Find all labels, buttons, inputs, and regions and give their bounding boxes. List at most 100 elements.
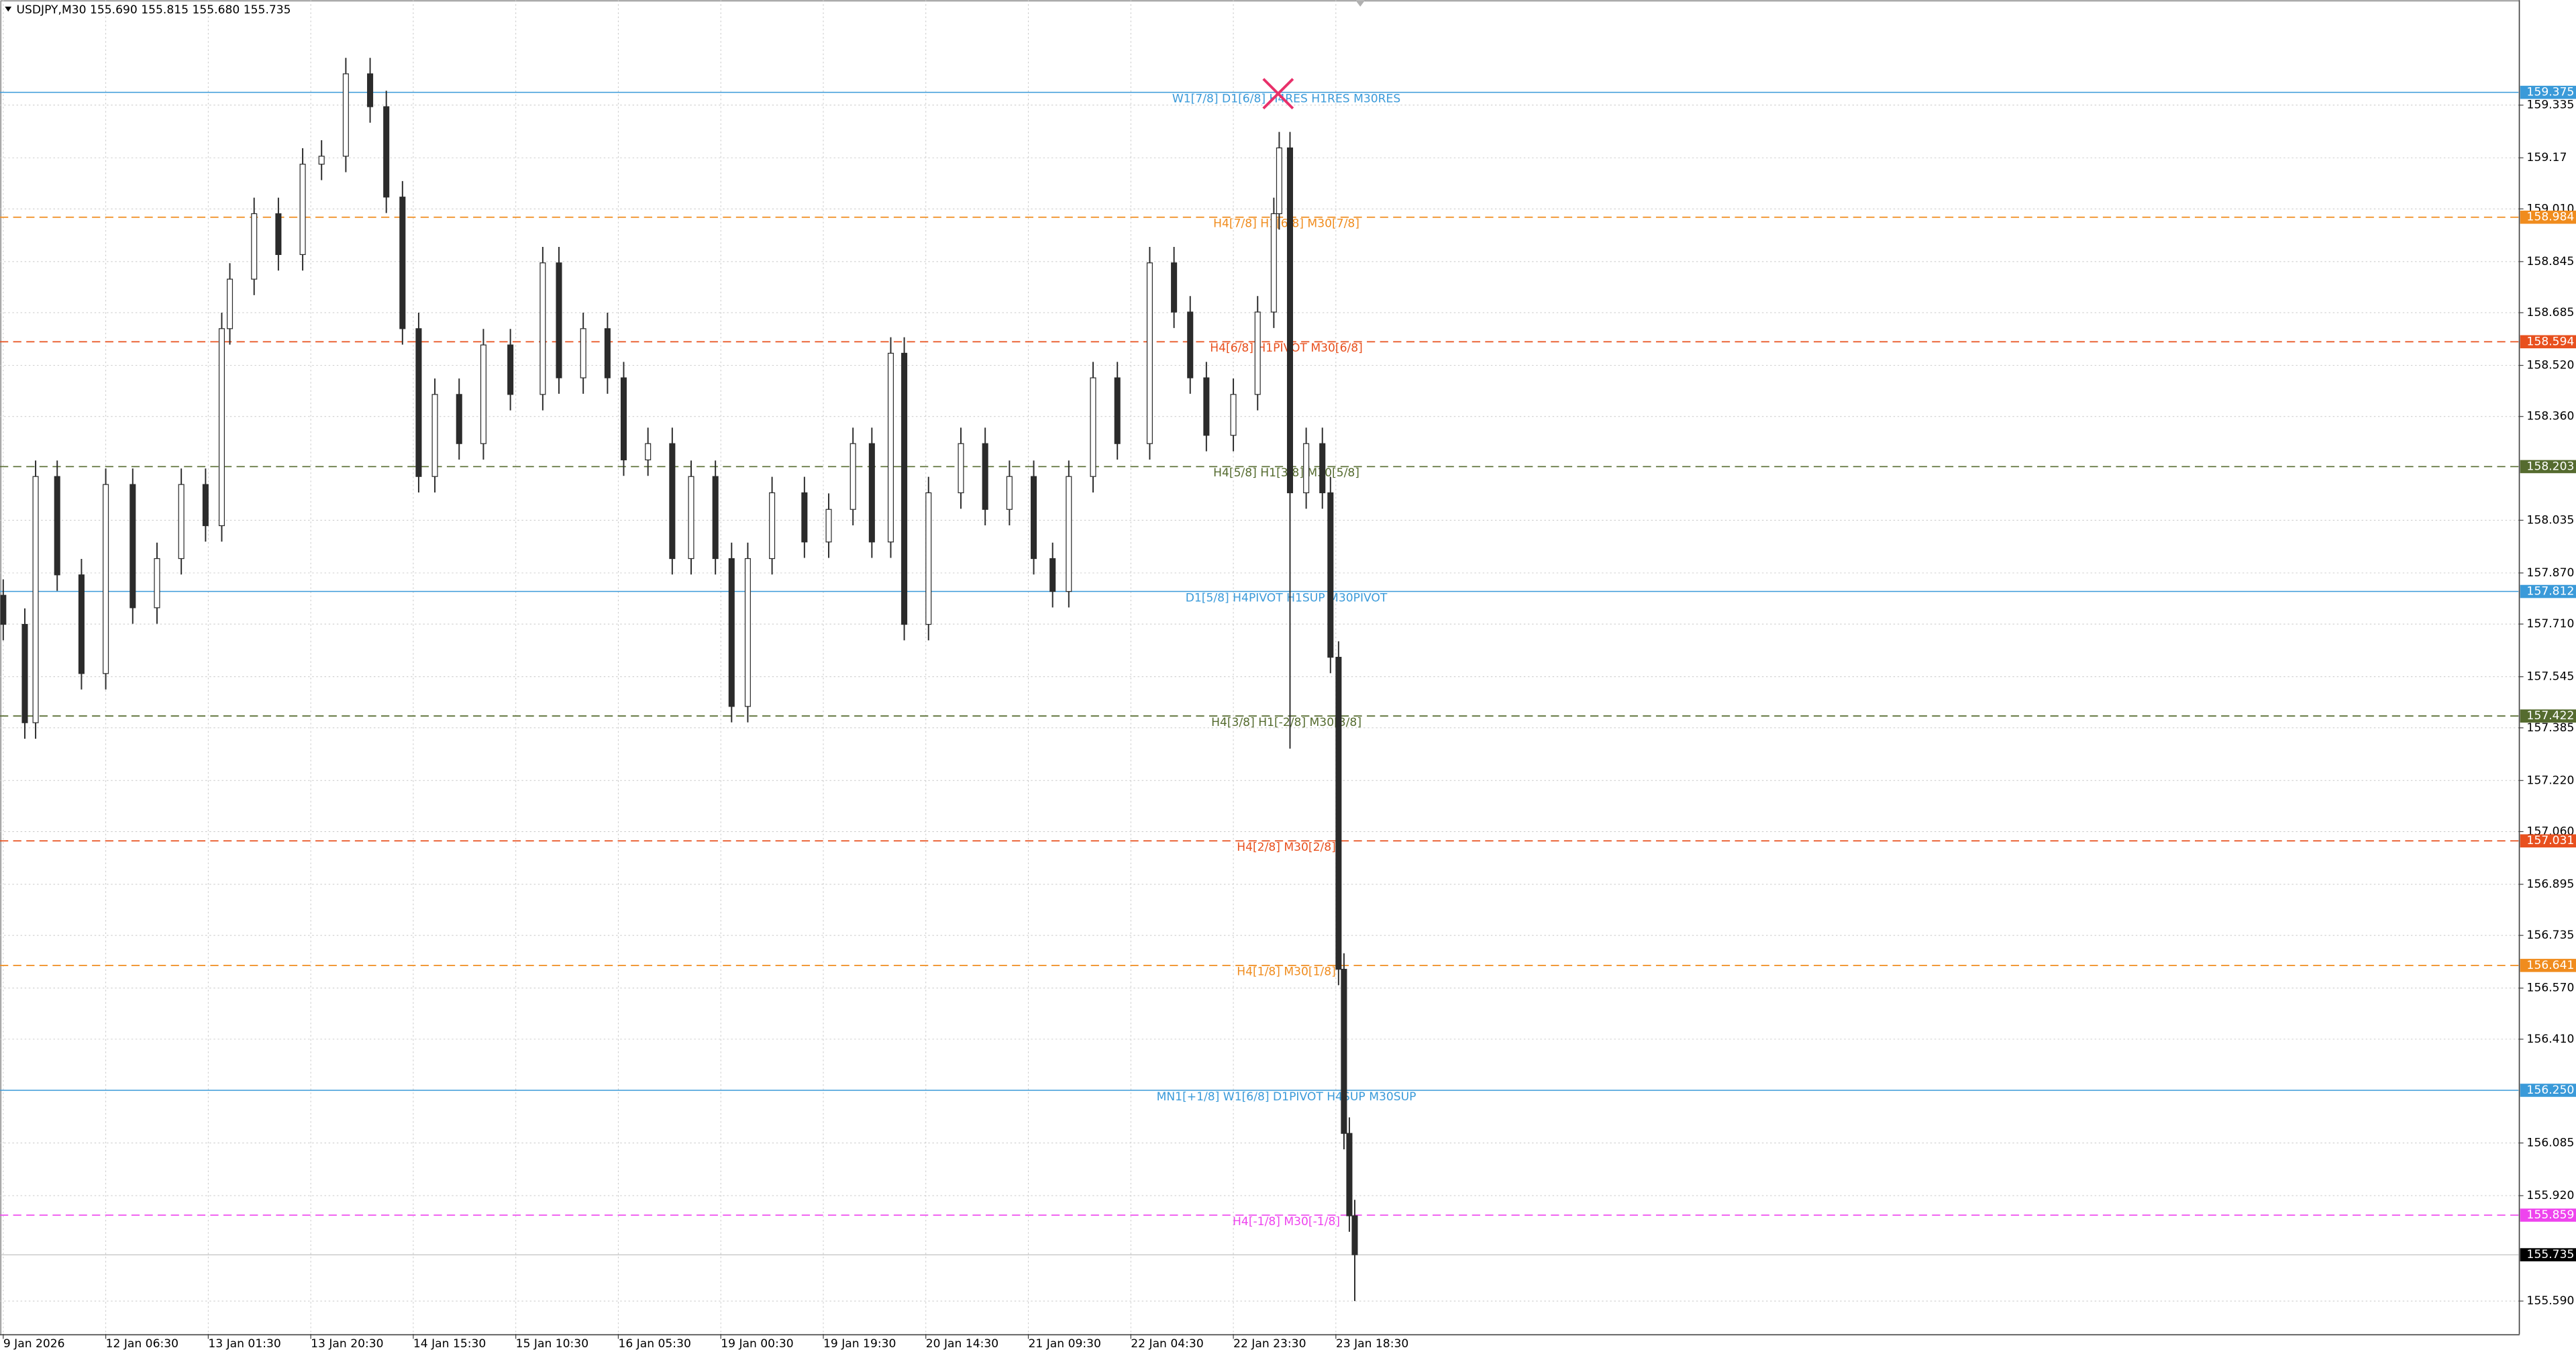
candle-body [1187, 311, 1194, 378]
y-tick-label: 158.520 [2527, 359, 2575, 372]
candle-body [1335, 656, 1342, 970]
price-tag [2520, 834, 2576, 848]
close-marker [1262, 78, 1294, 110]
candle-body [1270, 213, 1277, 313]
x-tick-label: 13 Jan 20:30 [311, 1337, 383, 1351]
candle-body [1066, 476, 1072, 592]
y-tick-label: 155.920 [2527, 1189, 2575, 1202]
x-tick-label: 23 Jan 18:30 [1336, 1337, 1408, 1351]
price-tag [2520, 1208, 2576, 1222]
candle-body [982, 443, 988, 510]
candle-body [688, 476, 694, 560]
price-tag-label: 155.859 [2527, 1208, 2575, 1222]
y-tick-label: 157.545 [2527, 670, 2575, 684]
x-tick-label: 13 Jan 01:30 [208, 1337, 280, 1351]
chart-title: USDJPY,M30 155.690 155.815 155.680 155.7… [16, 3, 291, 17]
candle-body [299, 164, 306, 256]
level-label: H4[1/8] M30[1/8] [1237, 966, 1336, 979]
candle-body [275, 213, 282, 256]
price-tag-label: 156.250 [2527, 1084, 2575, 1097]
y-tick-label: 159.17 [2527, 151, 2567, 164]
price-tag [2520, 709, 2576, 723]
candle-body [1049, 558, 1056, 592]
candle-body [0, 594, 7, 625]
level-label: MN1[+1/8] W1[6/8] D1PIVOT H4SUP M30SUP [1157, 1090, 1416, 1104]
y-tick-label: 158.360 [2527, 410, 2575, 423]
candle-body [342, 73, 349, 157]
candle-body [226, 278, 234, 329]
y-tick-label: 156.895 [2527, 878, 2575, 891]
candle-body [130, 484, 136, 609]
price-tag [2520, 584, 2576, 598]
candle-body [480, 344, 486, 444]
level-label: H4[7/8] H1[6/8] M30[7/8] [1213, 217, 1359, 231]
y-tick-label: 158.685 [2527, 306, 2575, 319]
candle-body [507, 344, 514, 395]
price-tag-label: 157.422 [2527, 709, 2575, 723]
price-tag-label: 157.031 [2527, 834, 2575, 847]
level-label: H4[-1/8] M30[-1/8] [1233, 1215, 1340, 1229]
price-tag-label: 159.375 [2527, 86, 2575, 99]
y-tick-label: 159.335 [2527, 99, 2575, 112]
candle-body [1230, 394, 1237, 436]
price-tag-label: 157.812 [2527, 585, 2575, 598]
y-tick-label: 156.085 [2527, 1137, 2575, 1150]
candle-body [620, 377, 627, 461]
candle-body [744, 558, 751, 707]
candle-body [1319, 443, 1326, 494]
last-price-label: 155.735 [2527, 1248, 2575, 1261]
y-tick-label: 157.385 [2527, 721, 2575, 735]
candle-body [318, 156, 325, 165]
candle-body [769, 492, 776, 560]
candle-body [825, 509, 832, 543]
candle-body [1031, 476, 1037, 560]
x-tick-label: 9 Jan 2026 [3, 1337, 65, 1351]
candle-body [415, 328, 422, 477]
price-tag-label: 158.594 [2527, 335, 2575, 348]
candle-body [1276, 147, 1282, 215]
candle-body [1146, 262, 1153, 444]
x-tick-label: 22 Jan 23:30 [1233, 1337, 1306, 1351]
candle-body [849, 443, 856, 510]
y-tick-label: 156.410 [2527, 1033, 2575, 1046]
candle-body [1286, 147, 1294, 494]
menu-arrow[interactable] [5, 6, 12, 12]
level-label: H4[5/8] H1[3/8] M30[5/8] [1213, 466, 1359, 480]
candle-body [669, 443, 676, 560]
candle-body [78, 574, 85, 674]
y-tick-label: 156.735 [2527, 929, 2575, 942]
candle-body [431, 394, 438, 477]
candle-body [103, 484, 109, 674]
x-tick-label: 12 Jan 06:30 [106, 1337, 178, 1351]
candle-body [728, 558, 735, 707]
price-tag [2520, 460, 2576, 474]
y-tick-label: 155.590 [2527, 1294, 2575, 1308]
candle-body [580, 328, 586, 378]
plot-frame [0, 0, 2520, 1336]
candle-body [868, 443, 875, 543]
candle-body [539, 262, 546, 395]
candle-body [32, 476, 39, 723]
candle-body [383, 106, 390, 198]
candle-body [1114, 377, 1121, 444]
x-tick-label: 21 Jan 09:30 [1029, 1337, 1101, 1351]
candle-body [1351, 1215, 1358, 1255]
candle-body [958, 443, 964, 494]
x-tick-label: 22 Jan 04:30 [1131, 1337, 1203, 1351]
price-tag [2520, 1084, 2576, 1097]
price-tag-label: 156.641 [2527, 959, 2575, 972]
x-tick-label: 19 Jan 00:30 [721, 1337, 793, 1351]
candle-body [1203, 377, 1210, 436]
candle-body [645, 443, 652, 461]
candle-body [178, 484, 185, 560]
level-label: H4[2/8] M30[2/8] [1237, 841, 1336, 854]
price-tag [2520, 959, 2576, 972]
last-price-tag [2520, 1248, 2576, 1261]
level-label: H4[3/8] H1[-2/8] M30[3/8] [1211, 716, 1361, 729]
candle-body [801, 492, 808, 543]
candle-body [1171, 262, 1178, 313]
candle-body [925, 492, 932, 625]
candle-body [251, 213, 258, 280]
